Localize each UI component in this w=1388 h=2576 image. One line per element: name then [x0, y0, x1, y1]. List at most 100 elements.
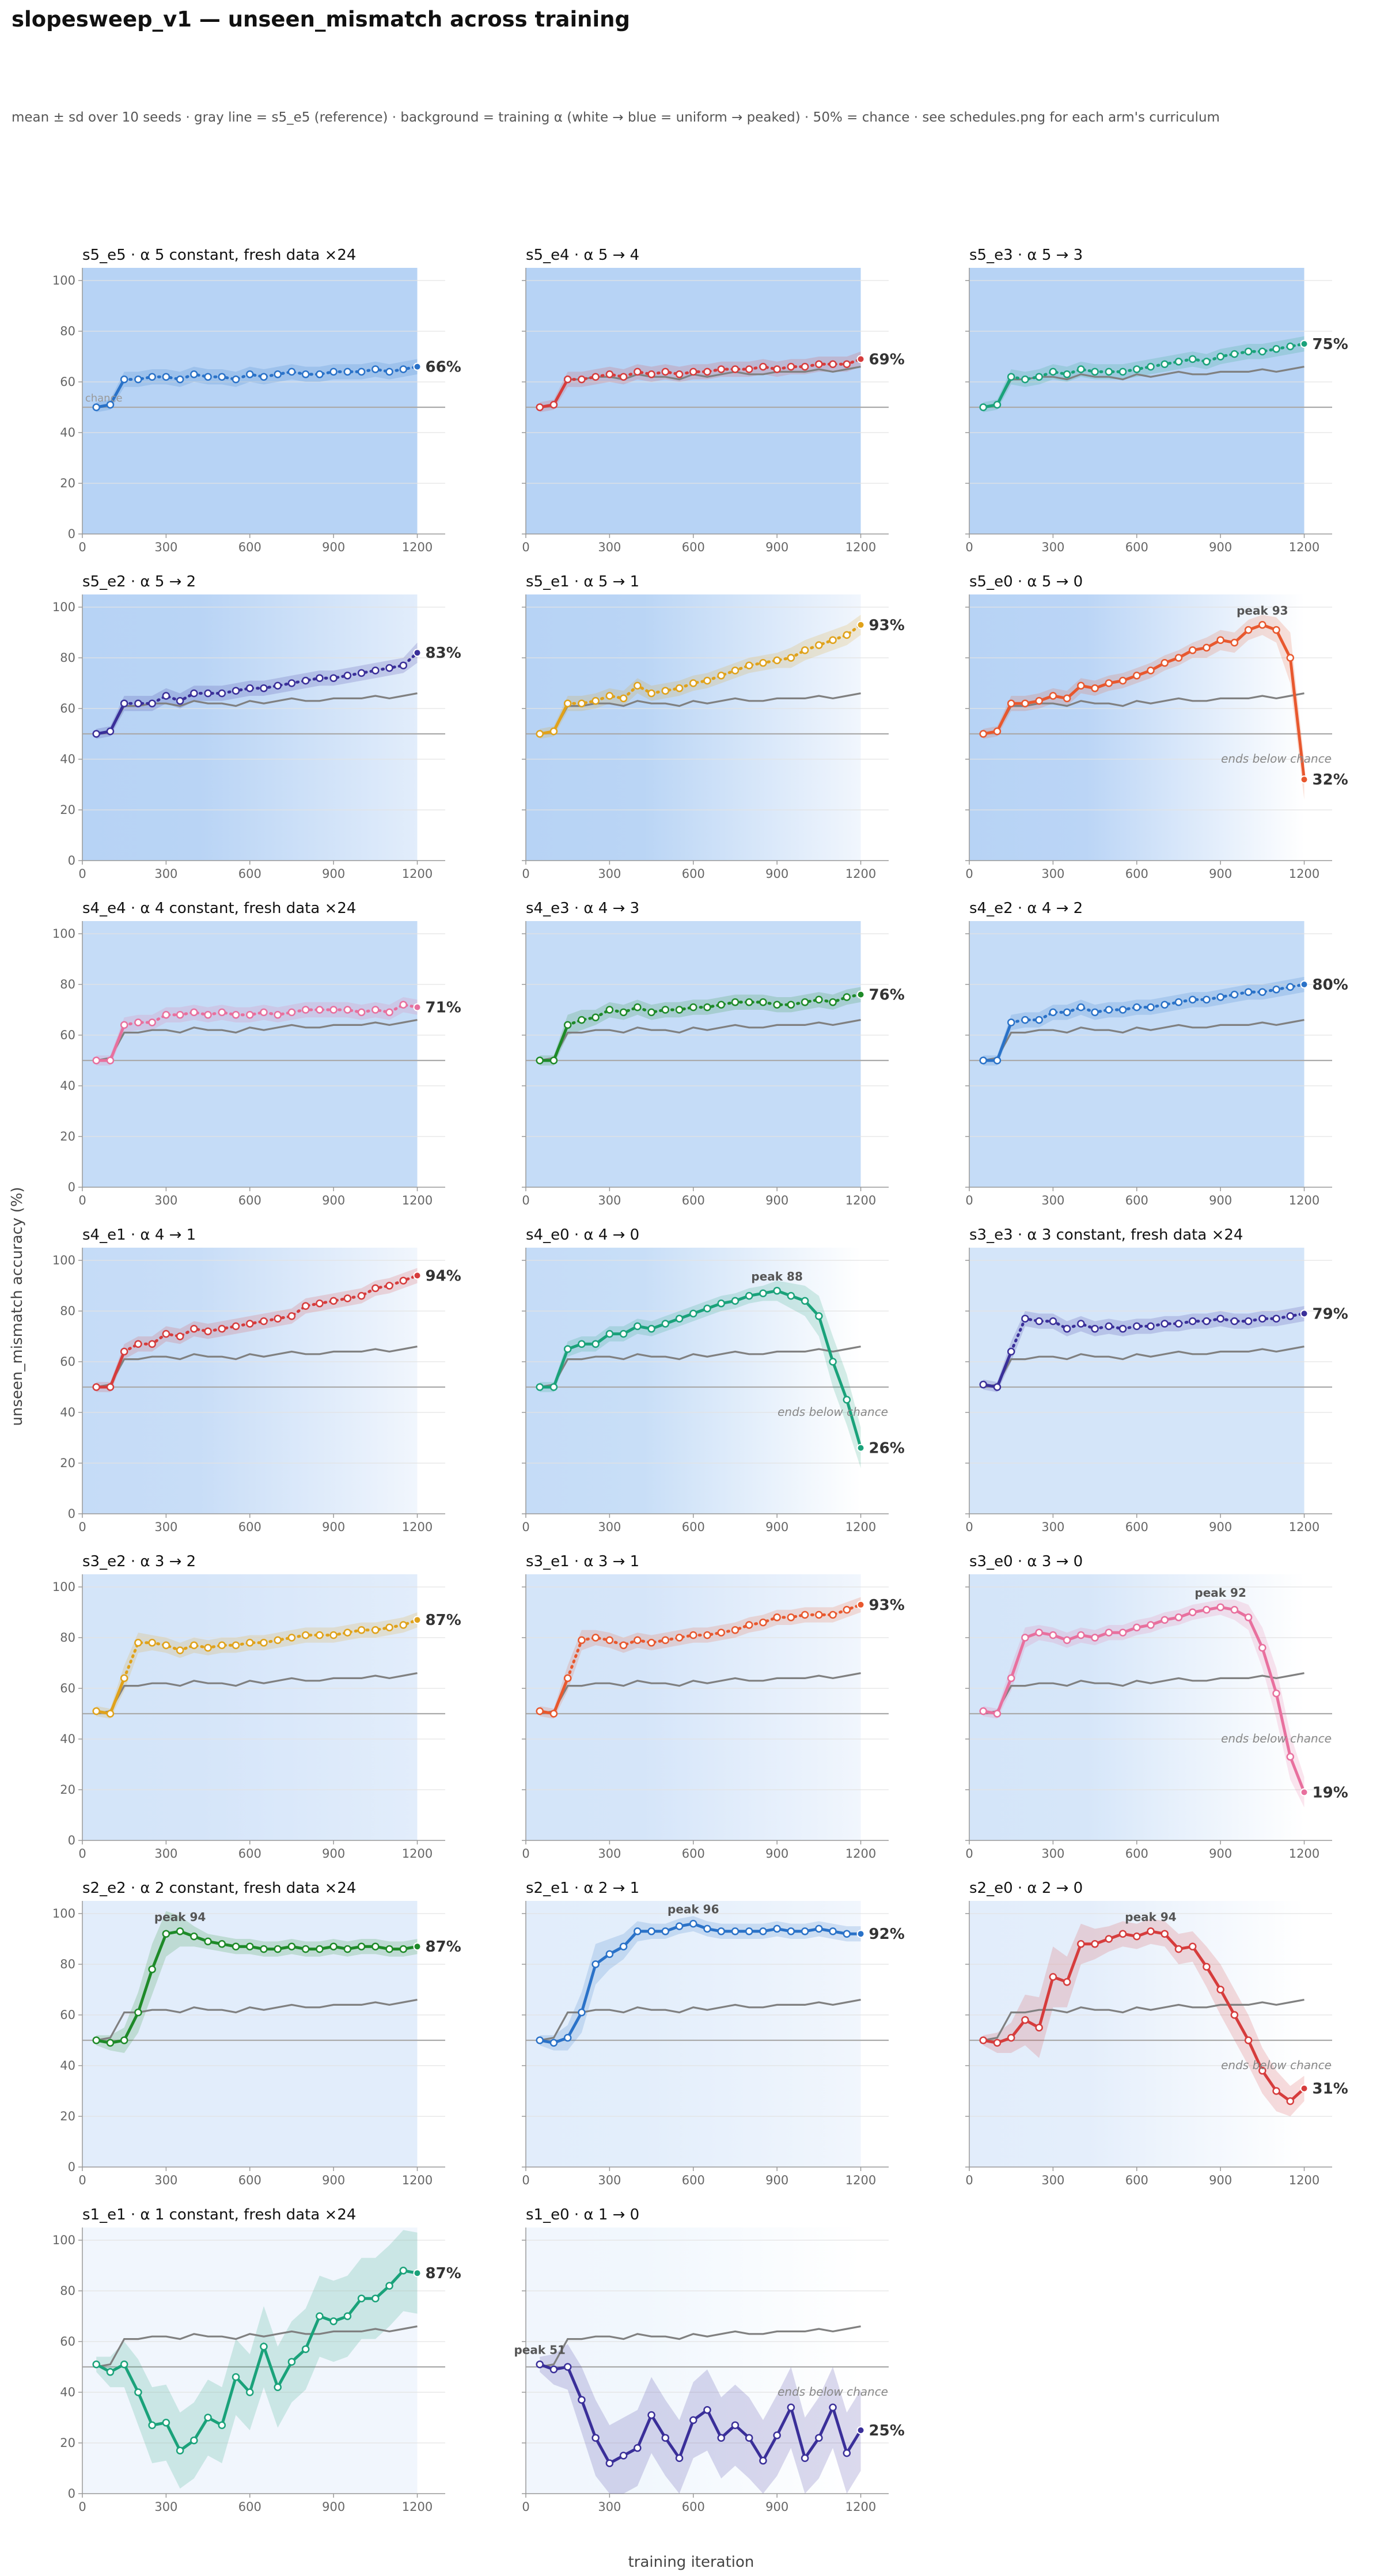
data-point: [357, 1942, 366, 1950]
y-tick-label: 60: [60, 702, 75, 715]
data-point: [815, 2434, 823, 2442]
data-point: [1118, 1325, 1127, 1333]
data-point: [1021, 699, 1029, 707]
data-point: [1272, 1689, 1280, 1698]
data-point: [301, 1006, 310, 1014]
data-point: [287, 1942, 296, 1950]
data-point: [1007, 699, 1015, 707]
x-tick-label: 900: [322, 2500, 345, 2514]
data-point: [759, 362, 767, 371]
data-point: [204, 2414, 212, 2422]
data-point: [549, 727, 558, 736]
x-tick-label: 300: [1041, 540, 1064, 554]
y-tick-label: 0: [68, 1507, 75, 1521]
data-point-final: [1300, 1309, 1309, 1318]
ends-below-chance-label: ends below chance: [1221, 752, 1332, 766]
data-point: [1286, 1753, 1295, 1761]
x-tick-label: 1200: [1289, 867, 1319, 881]
data-point: [745, 661, 753, 669]
y-tick-label: 60: [60, 1028, 75, 1042]
y-tick-label: 80: [60, 651, 75, 665]
data-point: [549, 400, 558, 409]
x-tick-label: 300: [154, 2173, 177, 2187]
series-line: [1010, 342, 1306, 381]
data-point: [260, 1317, 268, 1325]
data-point: [232, 375, 240, 384]
reference-line: [96, 1999, 418, 2041]
data-point: [148, 1639, 156, 1647]
x-tick-label: 900: [322, 867, 345, 881]
data-point: [343, 1945, 352, 1953]
data-point-final: [856, 620, 865, 629]
y-tick-label: 40: [60, 1406, 75, 1419]
sd-band: [983, 976, 1304, 1066]
series-line: [123, 651, 419, 705]
data-point: [176, 1927, 184, 1935]
data-point: [787, 654, 795, 662]
panel-title: s5_e2 · α 5 → 2: [82, 573, 196, 590]
data-point: [357, 368, 366, 376]
data-point: [218, 373, 226, 381]
x-tick-label: 600: [682, 1520, 705, 1534]
data-point: [287, 1634, 296, 1642]
data-point: [578, 375, 586, 384]
data-point: [1077, 365, 1085, 373]
x-tick-label: 300: [598, 867, 621, 881]
x-tick-label: 0: [78, 867, 86, 881]
final-value-label: 80%: [1313, 976, 1348, 994]
panel-title: s4_e4 · α 4 constant, fresh data ×24: [82, 900, 356, 917]
data-point: [1007, 1347, 1015, 1356]
data-point: [1244, 626, 1253, 634]
data-point: [385, 664, 393, 672]
x-tick-label: 900: [322, 1520, 345, 1534]
data-point: [578, 2008, 586, 2017]
x-tick-label: 1200: [845, 1194, 876, 1207]
data-point: [301, 1302, 310, 1310]
data-point: [578, 1016, 586, 1024]
data-point: [1049, 1317, 1057, 1325]
data-point: [549, 1710, 558, 1718]
data-point: [287, 679, 296, 687]
alpha-background: [82, 1574, 418, 1840]
data-point: [301, 676, 310, 685]
data-point: [1091, 368, 1099, 376]
x-tick-label: 600: [682, 867, 705, 881]
data-point: [148, 1018, 156, 1026]
reference-line: [96, 2325, 418, 2368]
data-point: [1063, 370, 1071, 378]
data-point: [1286, 654, 1295, 662]
data-point: [148, 1340, 156, 1348]
data-point: [1105, 1628, 1113, 1636]
data-point: [979, 1056, 987, 1065]
x-tick-label: 900: [1209, 540, 1232, 554]
x-tick-label: 300: [154, 1847, 177, 1861]
data-point: [218, 1940, 226, 1948]
data-point: [1203, 1605, 1211, 1614]
data-point: [1063, 1325, 1071, 1333]
data-point: [148, 373, 156, 381]
data-point: [1161, 1001, 1169, 1009]
data-point: [1091, 1940, 1099, 1948]
data-point: [1133, 672, 1141, 680]
data-point: [619, 373, 628, 381]
data-point: [371, 1284, 380, 1293]
data-point: [717, 1628, 725, 1636]
data-point: [162, 1641, 170, 1649]
data-point: [204, 689, 212, 698]
data-point: [1105, 1935, 1113, 1943]
data-point: [120, 1021, 128, 1029]
data-point-final: [413, 1003, 422, 1012]
data-point: [1021, 1016, 1029, 1024]
alpha-background: [526, 594, 861, 861]
data-point: [1105, 1322, 1113, 1331]
data-point: [717, 1927, 725, 1935]
data-point: [176, 1646, 184, 1654]
data-point: [703, 1003, 711, 1012]
panel-s2_e0: 0 300 600 900 1200 s2_e0 · α 2 → 0 31% peak 94 e…: [965, 1880, 1348, 2187]
data-point: [92, 2360, 100, 2369]
data-point: [134, 1018, 142, 1026]
final-value-label: 94%: [426, 1267, 461, 1285]
data-point: [605, 1006, 614, 1014]
data-point: [549, 1383, 558, 1391]
x-tick-label: 1200: [845, 2500, 876, 2514]
